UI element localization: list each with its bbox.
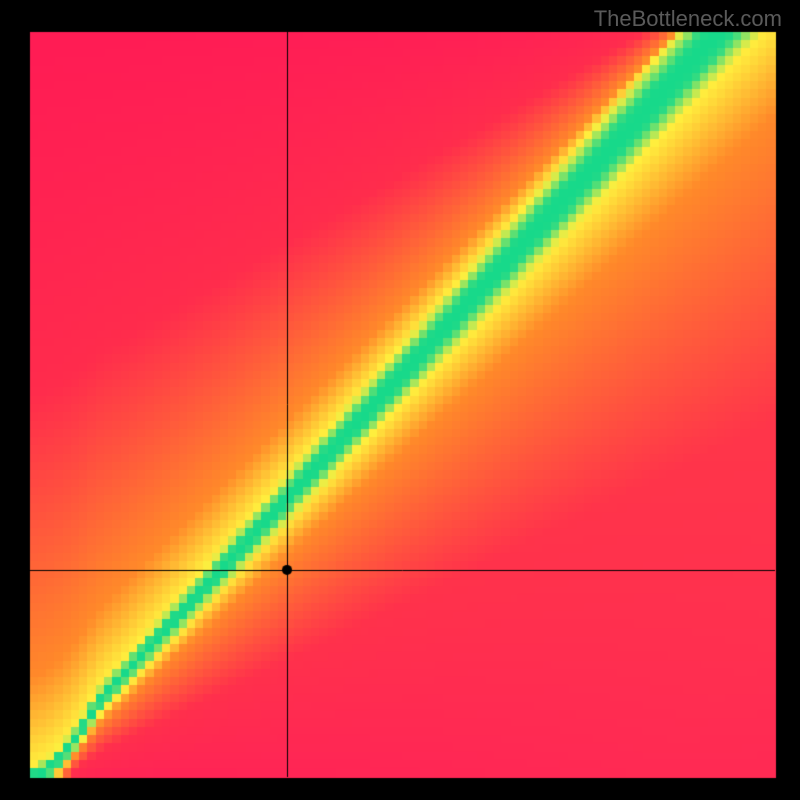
bottleneck-heatmap xyxy=(0,0,800,800)
watermark-text: TheBottleneck.com xyxy=(594,6,782,32)
